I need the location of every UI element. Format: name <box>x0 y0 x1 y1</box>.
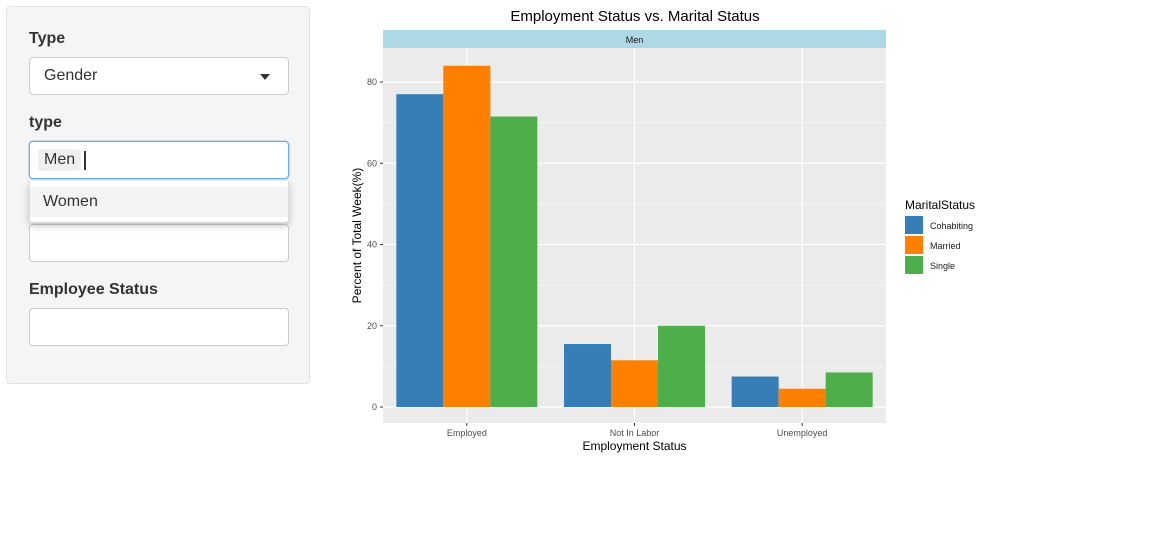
bar-single-unemployed <box>825 372 873 407</box>
bar-single-not-in-labor <box>658 325 705 407</box>
y-tick-label: 80 <box>367 77 377 87</box>
legend-title: MaritalStatus <box>905 198 975 212</box>
type-label: Type <box>29 30 66 47</box>
caret-down-icon <box>260 74 270 80</box>
text-cursor <box>84 151 86 170</box>
bar-married-employed <box>443 65 491 407</box>
x-tick-label: Unemployed <box>777 428 828 438</box>
chart-title: Employment Status vs. Marital Status <box>510 8 759 25</box>
legend-key-married <box>905 236 923 254</box>
bars-layer <box>396 65 873 407</box>
employee-status-label: Employee Status <box>29 281 158 298</box>
y-tick-label: 40 <box>367 240 377 250</box>
bar-married-unemployed <box>778 388 826 407</box>
employment-chart: Employment Status vs. Marital Status Men… <box>350 8 975 453</box>
bar-single-employed <box>490 116 538 407</box>
field-3-input[interactable] <box>29 224 289 262</box>
legend-label-single: Single <box>930 261 955 271</box>
x-axis: Employed Not In Labor Unemployed <box>447 423 828 438</box>
subtype-dropdown-menu: Women <box>29 181 289 223</box>
legend-label-cohabiting: Cohabiting <box>930 221 973 231</box>
type-select[interactable]: Gender <box>29 57 289 95</box>
y-axis: 0 20 40 60 80 <box>367 77 383 412</box>
dropdown-option-women[interactable]: Women <box>30 187 288 217</box>
sidebar-panel: Type Gender type Men Employee Status Wom… <box>6 6 310 384</box>
subtype-label: type <box>29 114 62 131</box>
y-tick-label: 0 <box>372 402 377 412</box>
selected-chip-men[interactable]: Men <box>38 149 82 171</box>
legend: MaritalStatus Cohabiting Married Single <box>905 198 975 274</box>
x-tick-label: Employed <box>447 428 487 438</box>
subtype-multiselect-input[interactable]: Men <box>29 141 289 179</box>
type-select-value: Gender <box>44 67 98 84</box>
legend-key-cohabiting <box>905 216 923 234</box>
facet-strip-label: Men <box>626 35 644 45</box>
legend-key-single <box>905 256 923 274</box>
y-tick-label: 20 <box>367 321 377 331</box>
legend-label-married: Married <box>930 241 961 251</box>
bar-cohabiting-unemployed <box>731 376 779 407</box>
x-tick-label: Not In Labor <box>610 428 660 438</box>
bar-married-not-in-labor <box>611 360 658 407</box>
facet-strip <box>383 30 886 48</box>
employee-status-input[interactable] <box>29 308 289 346</box>
bar-cohabiting-employed <box>396 94 444 407</box>
y-tick-label: 60 <box>367 158 377 168</box>
bar-cohabiting-not-in-labor <box>564 344 611 407</box>
y-axis-title: Percent of Total Week(%) <box>350 168 364 304</box>
x-axis-title: Employment Status <box>582 439 686 453</box>
